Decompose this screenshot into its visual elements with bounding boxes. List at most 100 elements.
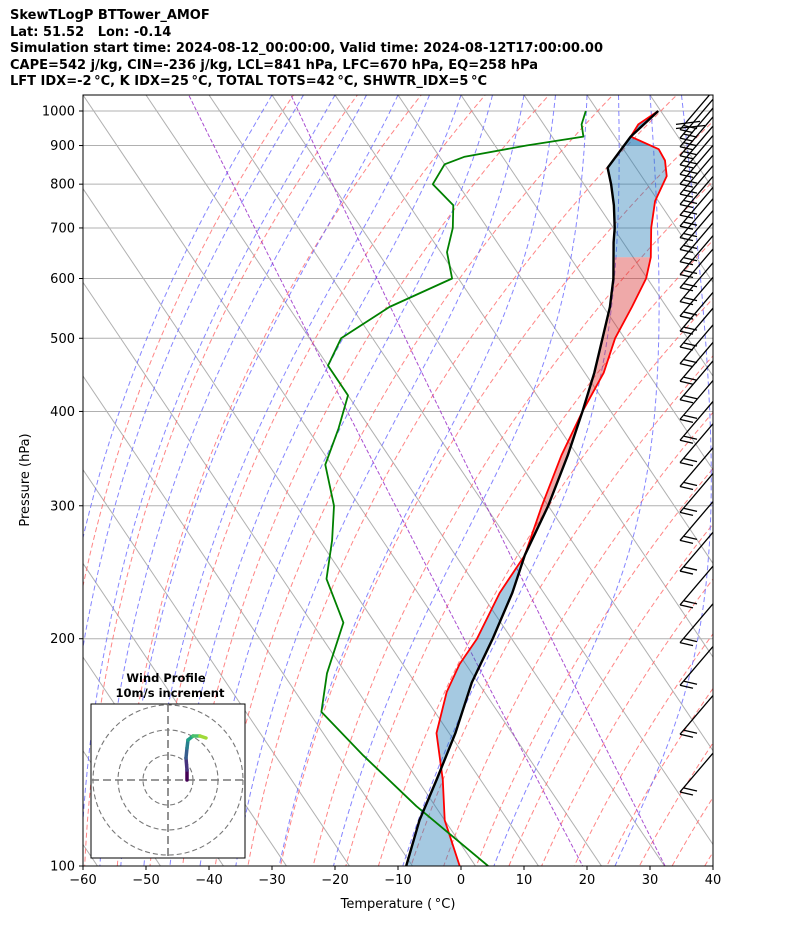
y-tick-label: 900 — [50, 139, 75, 154]
wind-barb-staff — [679, 186, 713, 227]
wind-barb-flag — [683, 244, 698, 250]
wind-barb-flag — [679, 236, 694, 242]
wind-barb-flag — [683, 395, 698, 400]
y-tick-label: 100 — [50, 860, 75, 875]
dry-adiabat-line — [704, 851, 713, 866]
title-line-cape: CAPE=542 j/kg, CIN=-236 j/kg, LCL=841 hP… — [10, 57, 538, 73]
wind-barb-flag — [683, 342, 698, 347]
wind-barb-flag — [679, 164, 694, 169]
isotherm-line — [766, 80, 794, 883]
wind-barb-flag — [679, 146, 694, 151]
x-tick-label: 30 — [642, 873, 659, 888]
moist-adiabat-line — [235, 95, 525, 866]
dry-adiabat-line — [443, 411, 713, 866]
wind-barb-flag — [679, 287, 694, 292]
isotherm-line — [523, 95, 713, 377]
wind-barb-flag — [683, 311, 698, 316]
wind-barb — [679, 341, 713, 385]
y-tick-label: 1000 — [42, 104, 75, 119]
wind-barbs — [675, 95, 713, 796]
y-tick-label: 300 — [50, 499, 75, 514]
wind-barb-flag — [683, 414, 698, 420]
moist-adiabat-line — [712, 95, 713, 99]
wind-barb-flag — [683, 326, 698, 331]
inset-plot — [91, 704, 245, 858]
moist-adiabat-line — [83, 95, 304, 651]
dewpoint-profile-line — [320, 110, 587, 866]
wind-barb-staff — [679, 115, 713, 157]
wind-barb-flag — [679, 273, 694, 279]
wind-barb — [679, 115, 713, 160]
y-tick-label: 800 — [50, 178, 75, 193]
wind-barb-flag — [679, 128, 694, 134]
wind-barb-flag — [679, 183, 694, 188]
moist-adiabat-line — [99, 95, 367, 866]
isotherm-line — [83, 187, 540, 866]
y-tick-label: 500 — [50, 332, 75, 347]
dry-adiabat-line — [345, 239, 713, 866]
wind-barb-staff — [679, 446, 713, 487]
wind-barb-staff — [679, 247, 713, 289]
wind-barb-flag — [679, 604, 694, 609]
wind-barb-staff — [679, 209, 713, 250]
dry-adiabat-line — [214, 95, 614, 866]
moist-adiabat-line — [745, 95, 794, 873]
wind-barb-flag — [679, 399, 694, 404]
wind-barb-flag — [679, 733, 694, 738]
parcel-profile-line — [405, 110, 660, 866]
wind-barb-flag — [679, 173, 694, 178]
y-axis-label: Pressure (hPa) — [18, 433, 33, 526]
wind-barb-flag — [679, 511, 694, 516]
wind-barb — [679, 154, 713, 198]
mixing-ratio-lines — [188, 95, 666, 866]
wind-barb-staff — [679, 422, 713, 463]
wind-barb-staff — [679, 379, 713, 420]
wind-barb-staff — [679, 261, 713, 303]
wind-barb — [679, 500, 713, 545]
wind-barb — [679, 472, 713, 516]
wind-barb-flag — [679, 214, 694, 219]
mixing-ratio-line — [188, 95, 584, 866]
moist-adiabat-line — [402, 95, 620, 866]
wind-barb-flag — [679, 539, 694, 545]
x-tick-label: −50 — [132, 873, 159, 888]
wind-barb-staff — [679, 154, 713, 195]
title-line-location: Lat: 51.52 Lon: -0.14 — [10, 24, 172, 40]
wind-barb-flag — [683, 296, 698, 302]
title-line-times: Simulation start time: 2024-08-12_00:00:… — [10, 41, 603, 56]
wind-barb-flag — [683, 142, 698, 147]
title-line-station: SkewTLogP BTTower_AMOF — [10, 8, 210, 23]
wind-barb-staff — [675, 124, 706, 130]
wind-barb-staff — [679, 694, 713, 735]
x-tick-label: −60 — [69, 873, 96, 888]
wind-barb-flag — [683, 151, 698, 156]
moist-adiabat-line — [143, 95, 430, 866]
dry-adiabat-line — [312, 180, 713, 866]
wind-barb-flag — [683, 481, 698, 487]
dry-adiabat-line — [737, 80, 794, 866]
moist-adiabat-line — [169, 95, 462, 866]
dry-adiabat-line — [377, 297, 713, 866]
wind-barb-flag — [683, 210, 698, 215]
inset-title: Wind Profile — [126, 671, 206, 685]
dry-adiabat-line — [84, 95, 359, 866]
wind-barb-staff — [679, 291, 713, 332]
wind-barb — [679, 144, 713, 188]
dry-adiabat-line — [182, 95, 550, 866]
wind-barb-flag — [679, 203, 694, 209]
wind-barb-flag — [679, 684, 694, 689]
wind-barb-staff — [679, 645, 713, 686]
y-tick-label: 700 — [50, 221, 75, 236]
isotherm-line — [271, 95, 713, 752]
wind-barb — [679, 531, 713, 575]
wind-barb-flag — [679, 461, 694, 467]
title-line-indices: LFT IDX=-2 °C, K IDX=25 °C, TOTAL TOTS=4… — [10, 74, 488, 89]
wind-barb — [679, 209, 713, 254]
dry-adiabat-line — [247, 95, 678, 866]
wind-barb-staff — [679, 565, 713, 606]
isotherm-line — [397, 95, 713, 565]
wind-barb-staff — [679, 175, 713, 216]
wind-barb-staff — [679, 164, 713, 205]
wind-barb-flag — [683, 359, 698, 364]
wind-barb — [679, 164, 713, 209]
